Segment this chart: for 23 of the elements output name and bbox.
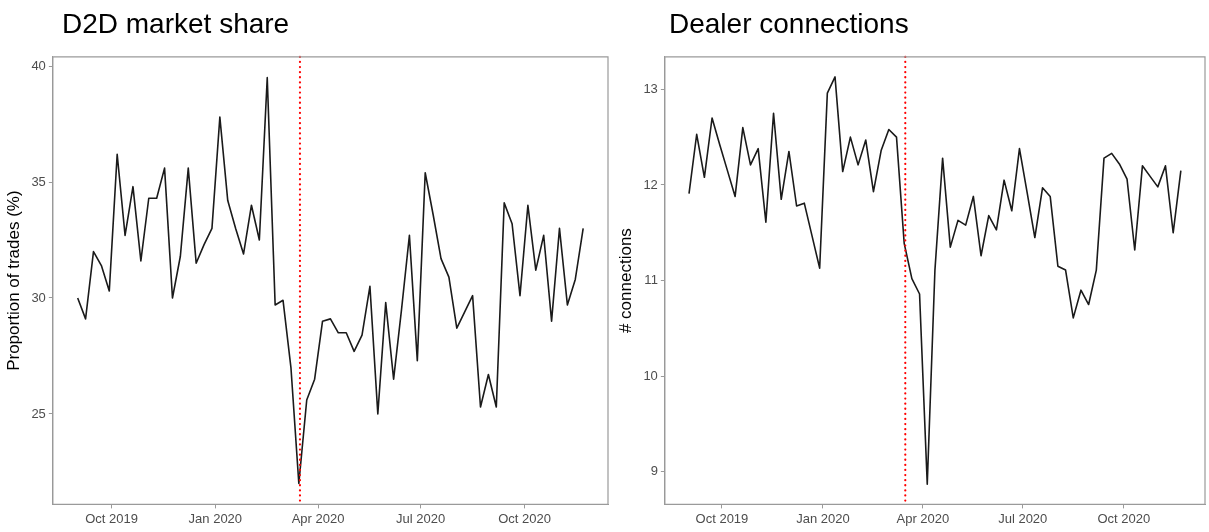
x-tick-label: Jul 2020 — [998, 510, 1048, 526]
x-tick-label: Oct 2019 — [85, 510, 138, 526]
chart-title: Dealer connections — [669, 8, 909, 40]
x-tick-label: Oct 2019 — [695, 510, 749, 526]
y-tick-label: 40 — [31, 57, 46, 73]
x-tick-label: Jul 2020 — [396, 510, 446, 526]
x-tick-label: Apr 2020 — [291, 510, 345, 526]
y-axis-title: # connections — [615, 228, 635, 334]
x-tick-label: Jan 2020 — [188, 510, 243, 526]
y-tick-label: 10 — [643, 367, 658, 383]
y-tick-label: 12 — [643, 176, 658, 192]
y-tick-label: 13 — [643, 80, 658, 96]
y-tick-label: 11 — [644, 272, 658, 288]
y-tick-label: 9 — [650, 463, 658, 479]
chart-title: D2D market share — [62, 8, 290, 40]
y-tick-label: 25 — [31, 405, 46, 421]
x-tick-label: Oct 2020 — [1097, 510, 1151, 526]
x-tick-label: Apr 2020 — [896, 510, 950, 526]
x-tick-label: Jan 2020 — [796, 510, 850, 526]
y-axis-title: Proportion of trades (%) — [3, 190, 23, 371]
y-tick-label: 30 — [31, 289, 46, 305]
x-tick-label: Oct 2020 — [498, 510, 551, 526]
y-tick-label: 35 — [31, 173, 46, 189]
